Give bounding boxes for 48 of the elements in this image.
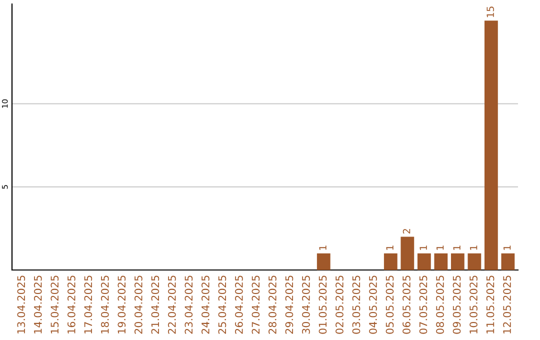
x-tick-label: 26.04.2025	[235, 276, 243, 334]
x-tick-label: 06.05.2025	[402, 276, 410, 334]
x-tick-label: 02.05.2025	[336, 276, 344, 334]
x-tick-label: 20.04.2025	[134, 276, 142, 334]
x-tick-label: 01.05.2025	[318, 276, 327, 334]
x-tick-label: 09.05.2025	[452, 276, 461, 334]
bar	[484, 20, 498, 270]
x-tick-label: 29.04.2025	[285, 276, 294, 334]
x-tick-label: 25.04.2025	[218, 276, 226, 334]
data-label: 1	[453, 246, 460, 250]
x-tick-label: 13.04.2025	[17, 276, 26, 334]
x-tick-label: 03.05.2025	[352, 276, 360, 334]
x-tick-label: 27.04.2025	[252, 276, 260, 334]
bar	[316, 253, 330, 270]
x-tick-label: 10.05.2025	[470, 276, 478, 334]
x-tick-label: 28.04.2025	[268, 276, 276, 334]
x-tick-label: 21.04.2025	[151, 276, 160, 334]
x-tick-label: 05.05.2025	[386, 276, 394, 334]
x-tick-label: 15.04.2025	[50, 276, 59, 334]
bar	[501, 253, 515, 270]
bar	[468, 253, 482, 270]
data-label: 1	[470, 246, 478, 250]
x-tick-label: 11.05.2025	[486, 276, 494, 334]
bar	[417, 253, 431, 270]
x-tick-label: 19.04.2025	[118, 276, 126, 334]
x-tick-label: 14.04.2025	[34, 276, 42, 334]
bar	[450, 253, 464, 270]
data-label: 15	[486, 6, 494, 18]
bar	[400, 236, 414, 270]
x-tick-label: 22.04.2025	[168, 276, 176, 334]
data-label: 2	[402, 229, 410, 234]
x-tick-label: 18.04.2025	[100, 276, 109, 334]
x-tick-label: 17.04.2025	[84, 276, 92, 334]
x-tick-label: 08.05.2025	[436, 276, 444, 334]
data-label: 1	[420, 246, 427, 250]
data-label: 1	[319, 246, 326, 250]
bar	[434, 253, 448, 270]
x-tick-label: 23.04.2025	[184, 276, 193, 334]
data-label: 1	[386, 246, 394, 250]
data-label: 1	[504, 246, 511, 250]
x-tick-label: 07.05.2025	[419, 276, 428, 334]
data-label: 1	[436, 246, 444, 250]
x-tick-label: 12.05.2025	[503, 276, 511, 334]
x-tick-label: 30.04.2025	[302, 276, 310, 334]
x-tick-label: 04.05.2025	[369, 276, 377, 334]
x-tick-label: 24.04.2025	[202, 276, 210, 334]
x-tick-label: 16.04.2025	[67, 276, 76, 334]
bar	[384, 253, 398, 270]
